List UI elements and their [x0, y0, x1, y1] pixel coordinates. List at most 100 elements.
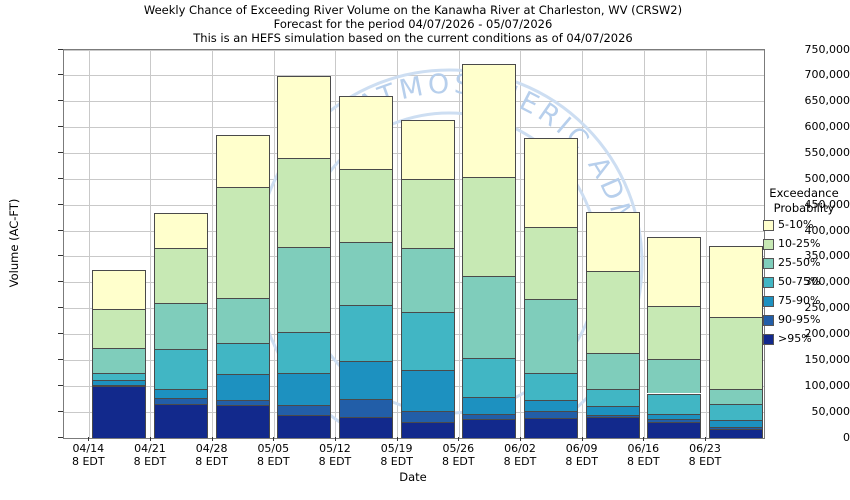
- bar-segment-50-75: [709, 404, 763, 420]
- bar-segment-5-10: [215, 135, 270, 188]
- bar-segment-95: [524, 417, 578, 438]
- legend-item-label: 25-50%: [778, 256, 821, 269]
- x-tick-label-time: 8 EDT: [441, 455, 475, 468]
- x-tick-label-date: 05/26: [442, 442, 475, 455]
- bar-segment-95: [339, 417, 393, 438]
- bar-segment-90-95: [277, 405, 332, 416]
- y-tick-label: 0: [843, 430, 850, 444]
- y-tick-label: 250,000: [804, 301, 850, 315]
- bar-segment-75-90: [339, 360, 393, 399]
- bar-segment-75-90: [647, 413, 702, 420]
- x-tick-label-date: 05/12: [319, 442, 351, 455]
- x-tick-label-time: 8 EDT: [627, 455, 660, 468]
- bar-segment-75-90: [92, 380, 147, 386]
- bar-segment-5-10: [154, 213, 208, 249]
- x-tick-label-time: 8 EDT: [195, 455, 228, 468]
- legend-swatch: [763, 334, 774, 345]
- bar-segment-50-75: [154, 349, 208, 390]
- x-tick-label-date: 05/05: [257, 442, 290, 455]
- bar-segment-25-50: [709, 389, 763, 405]
- bar-segment-10-25: [524, 227, 578, 300]
- chart-title-line3: This is an HEFS simulation based on the …: [193, 31, 633, 45]
- chart-title-line1: Weekly Chance of Exceeding River Volume …: [143, 3, 683, 17]
- y-tick-mark: [58, 229, 63, 231]
- y-tick-mark: [58, 255, 63, 257]
- x-tick-mark: [396, 437, 398, 441]
- bar-segment-10-25: [400, 178, 455, 249]
- bar-segment-90-95: [709, 426, 763, 430]
- bar-segment-75-90: [277, 373, 332, 406]
- y-tick-mark: [58, 358, 63, 360]
- legend-items: 5-10% 10-25% 25-50% 50-75% 75-90% 90-95% >95%: [758, 217, 850, 349]
- y-tick-label: 650,000: [804, 94, 850, 108]
- x-tick-label-date: 06/16: [627, 442, 660, 455]
- legend-item-label: 90-95%: [778, 313, 821, 326]
- bar-segment-10-25: [647, 306, 702, 360]
- bar-segment-50-75: [92, 373, 147, 381]
- x-axis-title: Date: [399, 470, 427, 484]
- y-axis-title: Volume (AC-FT): [7, 198, 21, 288]
- y-tick-label: 450,000: [804, 197, 850, 211]
- bar-segment-50-75: [277, 331, 332, 374]
- bar-segment-5-10: [339, 95, 393, 169]
- plot-area: ATMOSPHERIC ADMINIST: [63, 49, 765, 439]
- bar-segment-10-25: [339, 168, 393, 243]
- y-tick-mark: [58, 74, 63, 76]
- legend-item: 25-50%: [758, 255, 850, 273]
- vertical-gridline: [520, 50, 522, 438]
- y-tick-label: 200,000: [804, 327, 850, 341]
- y-tick-mark: [58, 410, 63, 412]
- bar-segment-75-90: [400, 369, 455, 411]
- bar-segment-75-90: [462, 397, 517, 415]
- y-tick-mark: [58, 48, 63, 50]
- bar-segment-75-90: [154, 389, 208, 399]
- x-tick-label-date: 04/14: [72, 442, 105, 455]
- x-tick-label-time: 8 EDT: [71, 455, 105, 468]
- x-tick-label-date: 05/19: [380, 442, 413, 455]
- legend-swatch: [763, 258, 774, 269]
- x-tick-label-time: 8 EDT: [133, 455, 167, 468]
- legend-item: 10-25%: [758, 236, 850, 254]
- bar-segment-90-95: [524, 410, 578, 418]
- bar-segment-25-50: [277, 246, 332, 332]
- bar-segment-50-75: [585, 389, 640, 406]
- legend-item: 90-95%: [758, 312, 850, 330]
- bar-segment-95: [92, 386, 147, 438]
- y-tick-label: 750,000: [804, 42, 850, 56]
- legend-swatch: [763, 220, 774, 231]
- y-tick-label: 100,000: [804, 378, 850, 392]
- vertical-gridline: [335, 50, 337, 438]
- legend-item: 75-90%: [758, 293, 850, 311]
- bar-segment-25-50: [524, 299, 578, 374]
- y-tick-label: 500,000: [804, 171, 850, 185]
- x-tick-label-time: 8 EDT: [256, 455, 290, 468]
- horizontal-gridline: [64, 75, 764, 77]
- x-tick-mark: [88, 437, 90, 441]
- bar-segment-10-25: [462, 177, 517, 276]
- vertical-gridline: [643, 50, 645, 438]
- legend-title: Exceedance Probability: [758, 186, 850, 216]
- bar-segment-95: [462, 418, 517, 438]
- y-tick-label: 350,000: [804, 249, 850, 263]
- bar-segment-90-95: [339, 398, 393, 418]
- legend-item-label: 75-90%: [778, 294, 821, 307]
- bar-segment-5-10: [400, 119, 455, 179]
- legend-swatch: [763, 296, 774, 307]
- legend-item-label: 50-75%: [778, 275, 821, 288]
- vertical-gridline: [273, 50, 275, 438]
- x-tick-mark: [149, 437, 151, 441]
- y-tick-label: 400,000: [804, 223, 850, 237]
- bar-segment-50-75: [462, 357, 517, 398]
- vertical-gridline: [705, 50, 707, 438]
- x-tick-label-time: 8 EDT: [688, 455, 722, 468]
- y-tick-mark: [58, 203, 63, 205]
- legend-title-line2: Probability: [773, 201, 835, 215]
- x-tick-label-time: 8 EDT: [503, 455, 537, 468]
- x-tick-label-date: 04/28: [195, 442, 228, 455]
- bar-segment-5-10: [709, 245, 763, 317]
- vertical-gridline: [582, 50, 584, 438]
- bar-segment-50-75: [524, 373, 578, 400]
- bar-segment-95: [400, 422, 455, 438]
- y-tick-label: 50,000: [811, 404, 850, 418]
